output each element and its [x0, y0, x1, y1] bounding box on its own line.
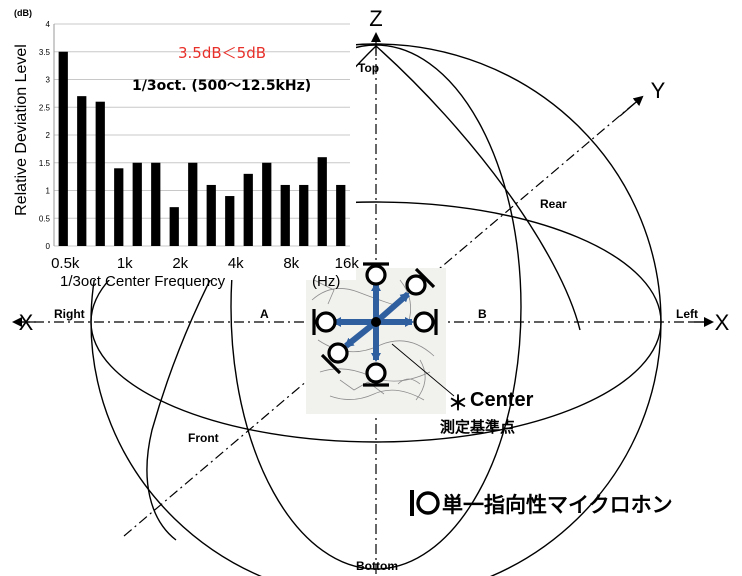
chart-y-axis-title: Relative Deviation Level: [13, 44, 30, 216]
chart-y-tick-label: 0.5: [39, 214, 51, 223]
chart-bar: [151, 162, 161, 246]
mic-icon-bottom: [363, 362, 389, 387]
z-axis-label: Z: [369, 6, 382, 31]
x-axis-label-left: X: [19, 310, 34, 335]
mic-icon-rear: [405, 267, 436, 296]
top-label: Top: [358, 61, 379, 75]
chart-x-tick-label: 16k: [335, 255, 360, 272]
rear-label: Rear: [540, 197, 567, 211]
center-mark: ＊: [448, 391, 468, 415]
chart-bar: [206, 184, 216, 246]
axis-arrows: [12, 32, 714, 327]
chart-y-tick-label: 3.5: [39, 48, 51, 57]
front-label: Front: [188, 431, 219, 445]
chart-y-tick-label: 1.5: [39, 159, 51, 168]
chart-bar: [225, 196, 235, 246]
mic-icon-right: [413, 309, 438, 335]
meridian-arc-right: [375, 45, 581, 331]
chart-bar: [77, 96, 87, 247]
center-point: [371, 317, 381, 327]
chart-x-tick-label: 0.5k: [51, 255, 80, 272]
measurement-reference-label: 測定基準点: [440, 418, 515, 436]
chart-bar: [132, 162, 142, 246]
chart-y-tick-label: 4: [46, 20, 51, 29]
a-label: A: [260, 307, 269, 321]
y-unit-label: (dB): [14, 8, 32, 18]
chart-bar: [317, 157, 327, 246]
chart-bar: [169, 207, 179, 246]
chart-bar: [188, 162, 198, 246]
mic-icon-left: [312, 309, 337, 335]
chart-y-tick-label: 1: [46, 187, 51, 196]
b-label: B: [478, 307, 487, 321]
chart-y-tick-label: 2: [46, 131, 51, 140]
chart-y-tick-label: 2.5: [39, 103, 51, 112]
center-label: Center: [470, 389, 534, 411]
microphone-array: [312, 262, 455, 397]
chart-bar: [114, 168, 124, 246]
chart-bar: [262, 162, 272, 246]
chart-annotation-band: 1/3oct. (500～12.5kHz): [132, 78, 311, 94]
x-axis-label-right: X: [715, 310, 730, 335]
chart-x-tick-label: 8k: [283, 255, 299, 272]
chart-y-tick-label: 3: [46, 76, 51, 85]
right-label: Right: [54, 307, 85, 321]
chart-x-tick-label: 1k: [117, 255, 133, 272]
left-label: Left: [676, 307, 698, 321]
chart-x-tick-label: 4k: [228, 255, 244, 272]
legend-mic-label: 単一指向性マイクロホン: [442, 493, 673, 517]
chart-bar: [280, 184, 290, 246]
y-axis-label: Y: [651, 78, 666, 103]
chart-bar: [95, 101, 105, 246]
chart-x-axis-unit: (Hz): [312, 273, 340, 290]
chart-bar: [336, 184, 346, 246]
chart-y-tick-label: 0: [46, 242, 51, 251]
chart-bar: [243, 173, 253, 246]
chart-x-tick-label: 2k: [172, 255, 188, 272]
chart-x-ticks: 0.5k 1k 2k 4k 8k 16k: [51, 255, 359, 272]
chart-annotation-threshold: 3.5dB＜5dB: [178, 44, 266, 62]
chart-x-axis-title: 1/3oct Center Frequency: [60, 273, 226, 290]
legend: 単一指向性マイクロホン: [410, 490, 673, 517]
bottom-label: Bottom: [356, 559, 398, 573]
chart-bar: [58, 51, 68, 246]
chart: (dB) Relative Deviation Level 0 0.5 1 1.5 2 2…: [8, 4, 359, 290]
chart-bars: [58, 51, 346, 247]
chart-bar: [299, 184, 309, 246]
mic-icon-top: [363, 262, 389, 286]
mic-icon-front: [320, 342, 349, 375]
legend-mic-icon: [410, 490, 440, 516]
